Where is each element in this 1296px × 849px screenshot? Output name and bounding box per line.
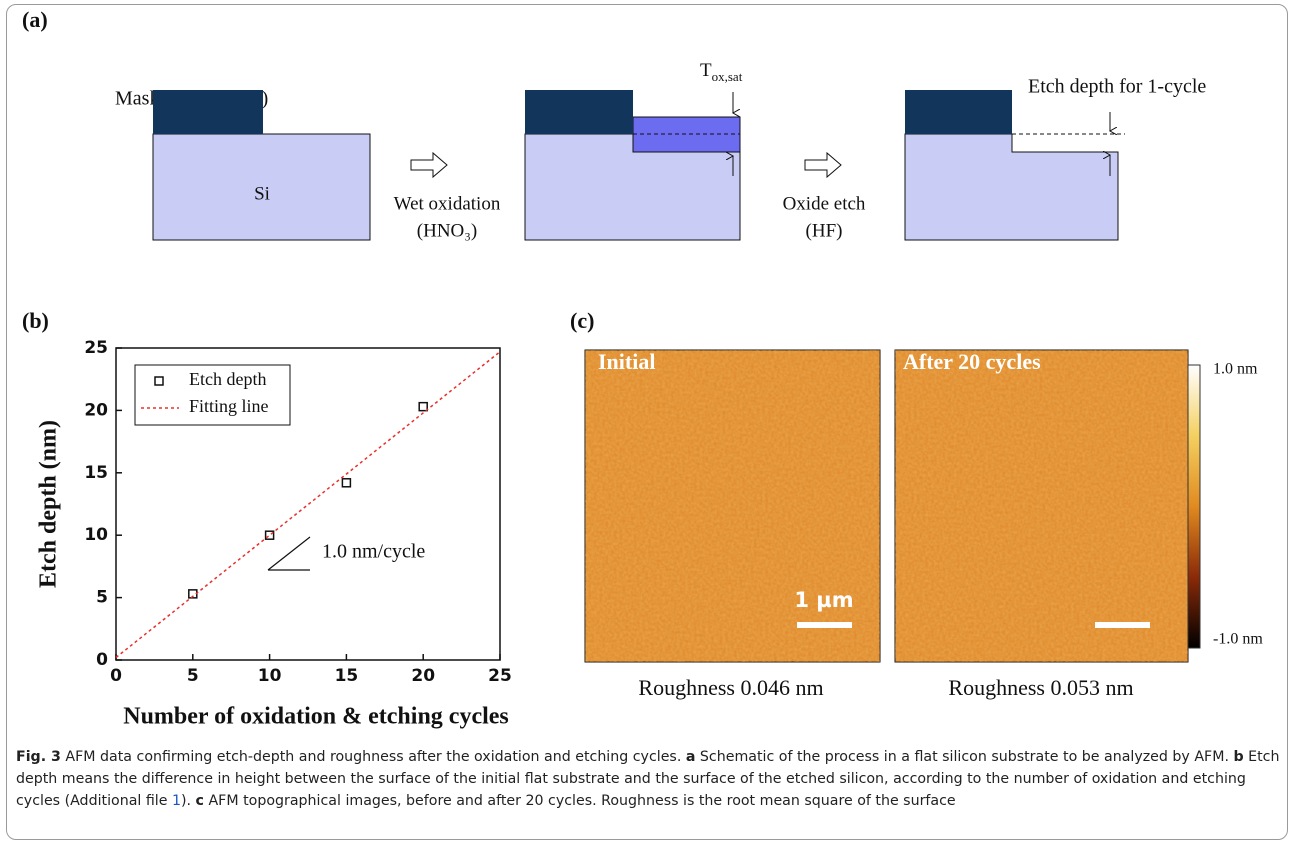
si-block (905, 134, 1118, 240)
caption-text: AFM data confirming etch-depth and rough… (61, 749, 686, 765)
t-ox-label: Tox,sat (700, 60, 743, 84)
panel-label: (a) (22, 7, 48, 32)
process-arrow (805, 153, 841, 177)
y-tick-label: 10 (84, 525, 108, 545)
colorbar-label: 1.0 nm (1213, 361, 1258, 378)
caption-letter: c (196, 793, 204, 809)
colorbar-label: -1.0 nm (1213, 631, 1263, 648)
caption-text: ). (181, 793, 196, 809)
x-tick-label: 0 (110, 666, 122, 686)
afm-texture (895, 350, 1188, 662)
cr-mask (153, 90, 263, 134)
t-ox-main: T (700, 60, 712, 81)
legend-label: Etch depth (189, 369, 266, 389)
reagent-label: (HNO₃) (417, 220, 477, 241)
cr-mask (525, 90, 633, 134)
slope-triangle (268, 537, 310, 570)
caption-letter: b (1233, 749, 1243, 765)
scale-label: 1 µm (794, 588, 853, 612)
scatter-chart: (b) 0 5 10 15 20 25 0 5 10 15 20 25 Number of oxidati… (22, 308, 512, 729)
roughness-label: Roughness 0.046 nm (638, 675, 823, 700)
reagent-label: (HF) (806, 220, 843, 241)
t-ox-sub: ox,sat (712, 69, 743, 84)
cr-mask (905, 90, 1012, 134)
x-axis-label: Number of oxidation & etching cycles (123, 704, 509, 730)
caption-label: Fig. 3 (16, 749, 61, 765)
caption-text: Schematic of the process in a flat silic… (695, 749, 1233, 765)
x-tick-label: 15 (335, 666, 359, 686)
scale-bar (797, 622, 852, 628)
caption-letter: a (686, 749, 696, 765)
panel-label: (c) (570, 308, 594, 333)
annotation: 1.0 nm/cycle (322, 541, 425, 563)
etch-label: Etch depth for 1-cycle (1028, 76, 1206, 98)
data-marker (342, 479, 350, 487)
data-marker (419, 403, 427, 411)
x-tick-label: 5 (187, 666, 199, 686)
step-label: Wet oxidation (394, 193, 501, 214)
y-tick-label: 15 (84, 463, 108, 483)
y-tick-label: 20 (84, 400, 108, 420)
figure: (a) Masking layer (Cr) Si Wet oxidation … (0, 0, 1296, 745)
image-label: After 20 cycles (903, 349, 1041, 374)
y-axis-label: Etch depth (nm) (36, 420, 62, 588)
roughness-label: Roughness 0.053 nm (948, 675, 1133, 700)
x-tick-label: 20 (411, 666, 435, 686)
process-arrow (411, 153, 447, 177)
y-tick-label: 0 (96, 650, 108, 670)
image-label: Initial (598, 349, 655, 374)
x-tick-label: 25 (488, 666, 512, 686)
caption: Fig. 3 AFM data confirming etch-depth an… (16, 746, 1282, 812)
caption-text: AFM topographical images, before and aft… (204, 793, 956, 809)
si-label: Si (254, 183, 270, 204)
afm-texture (585, 350, 880, 662)
colorbar (1188, 365, 1200, 648)
step-label: Oxide etch (783, 193, 866, 214)
scale-bar (1095, 622, 1150, 628)
y-tick-label: 25 (84, 338, 108, 358)
y-tick-label: 5 (96, 588, 108, 608)
x-tick-label: 10 (258, 666, 282, 686)
panel-label: (b) (22, 308, 49, 333)
legend-label: Fitting line (189, 396, 269, 416)
file-link[interactable]: 1 (172, 793, 181, 809)
